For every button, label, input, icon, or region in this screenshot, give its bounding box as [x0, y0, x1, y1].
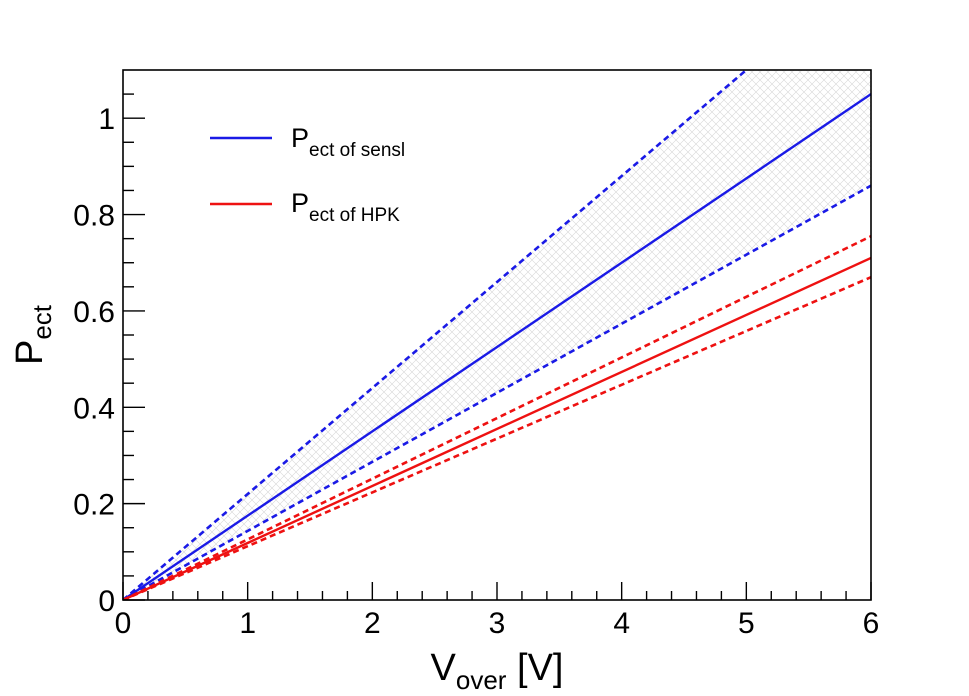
y-tick-label: 0	[98, 585, 115, 618]
x-tick-label: 5	[738, 607, 755, 640]
y-axis-ticks	[123, 93, 145, 601]
legend-label-sensl: Pect of sensl	[291, 123, 405, 161]
series-layer	[123, 70, 871, 600]
y-tick-label: 0.2	[73, 489, 115, 522]
uncertainty-bands	[123, 70, 871, 600]
x-axis-ticks	[122, 582, 872, 600]
series-sensl-lower	[123, 184, 871, 600]
y-tick-label: 0.8	[73, 200, 115, 233]
x-axis-tick-labels: 0 1 2 3 4 5 6	[115, 607, 880, 640]
series-HPK-central	[123, 256, 871, 600]
legend-label-hpk: Pect of HPK	[291, 188, 400, 226]
x-axis-title: Vover [V]	[431, 647, 564, 695]
y-tick-label: 0.6	[73, 296, 115, 329]
series-HPK-lower	[123, 275, 871, 600]
series-sensl-central	[123, 93, 871, 600]
x-tick-label: 4	[613, 607, 630, 640]
x-tick-label: 1	[239, 607, 256, 640]
y-axis-tick-labels: 0 0.2 0.4 0.6 0.8 1	[73, 103, 115, 618]
y-axis-title: Pect	[9, 304, 57, 365]
y-tick-label: 0.4	[73, 392, 115, 425]
y-tick-label: 1	[98, 103, 115, 136]
series-HPK-upper	[123, 235, 871, 600]
x-tick-label: 6	[863, 607, 880, 640]
x-tick-label: 3	[489, 607, 506, 640]
legend: Pect of sensl Pect of HPK	[210, 123, 405, 226]
band-sensl	[123, 70, 871, 600]
x-tick-label: 2	[364, 607, 381, 640]
x-tick-label: 0	[115, 607, 132, 640]
series-sensl-upper	[123, 70, 749, 600]
